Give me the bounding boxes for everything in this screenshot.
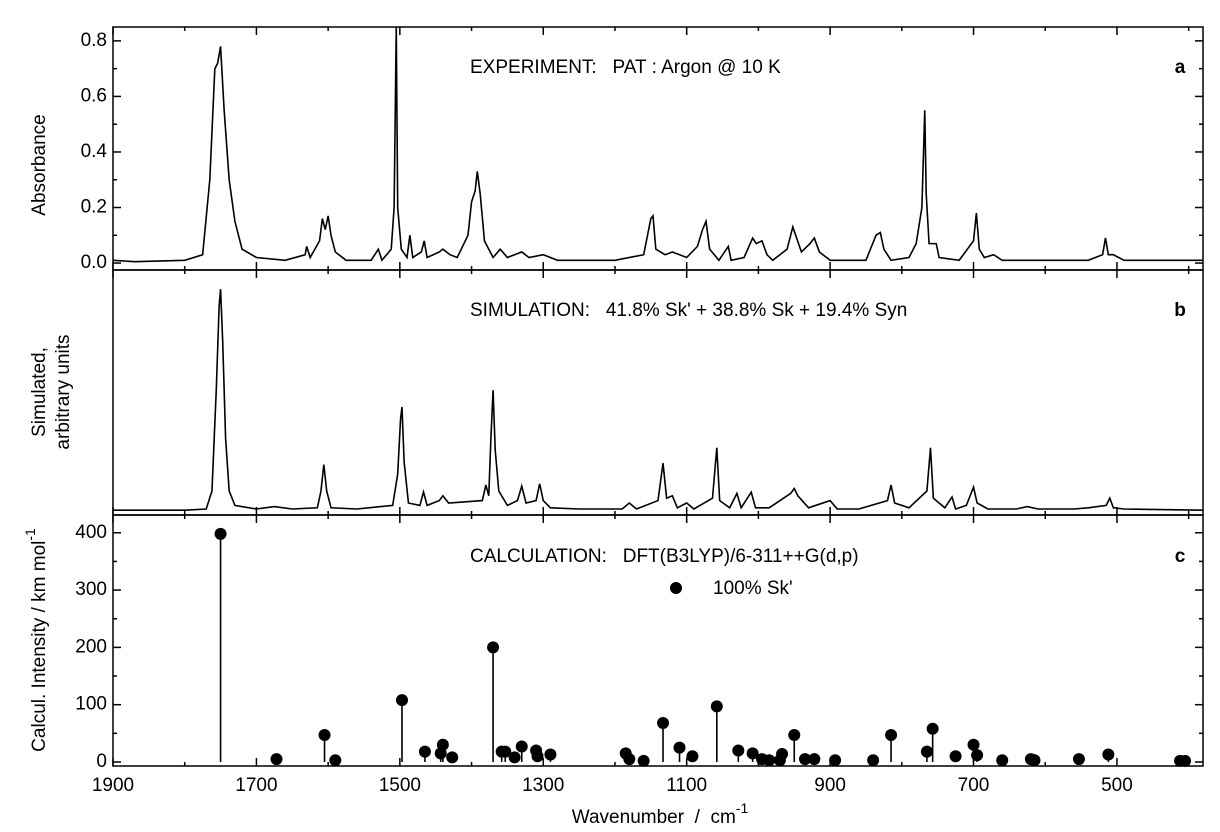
stem-marker (920, 745, 933, 758)
y-tick-label: 0.4 (81, 141, 108, 162)
legend-label: 100% Sk' (713, 578, 793, 599)
panel-frame (112, 514, 1204, 767)
stem-marker (270, 753, 283, 766)
stem-marker (515, 740, 528, 753)
legend-marker (670, 582, 682, 594)
y-tick-label: 0.2 (81, 197, 107, 218)
stem-marker (487, 641, 500, 654)
panel-title: SIMULATION: 41.8% Sk' + 38.8% Sk + 19.4%… (470, 300, 907, 321)
stem-marker (926, 722, 939, 735)
stem-marker (329, 754, 342, 767)
stem-marker (1072, 753, 1085, 766)
stem-marker (788, 729, 801, 742)
stem-marker (436, 738, 449, 751)
panel-label: b (1174, 300, 1186, 321)
stem-marker (623, 753, 636, 766)
stem-marker (949, 750, 962, 763)
y-axis-label-text: Calcul. Intensity / km mol (29, 541, 50, 752)
stem-marker (867, 754, 880, 767)
panel-title: EXPERIMENT: PAT : Argon @ 10 K (470, 57, 781, 78)
y-axis-label: Calcul. Intensity / km mol-1 (22, 528, 50, 752)
x-tick-label: 700 (958, 775, 990, 796)
stem-marker (763, 754, 776, 767)
stem-marker (971, 749, 984, 762)
x-axis-label-text: Wavenumber / cm (572, 807, 736, 828)
x-tick-label: 1300 (522, 775, 564, 796)
spectrum-line (113, 27, 1203, 263)
stem-marker (967, 738, 980, 751)
y-tick-label: 0 (96, 751, 107, 772)
stem-marker (996, 754, 1009, 767)
panel-label: a (1175, 57, 1186, 78)
x-tick-label: 1900 (92, 775, 134, 796)
stem-marker (829, 754, 842, 767)
stem-marker (1179, 754, 1192, 767)
stem-marker (885, 729, 898, 742)
x-axis-label: Wavenumber / cm-1 (572, 800, 749, 828)
stem-marker (1102, 748, 1115, 761)
x-tick-label: 500 (1101, 775, 1133, 796)
y-tick-label: 100 (75, 694, 107, 715)
stem-marker (686, 750, 699, 763)
stem-marker (214, 527, 227, 540)
y-axis-label-sup: -1 (22, 528, 38, 541)
y-tick-label: 400 (75, 522, 107, 543)
y-axis-label: arbitrary units (53, 334, 74, 449)
stem-marker (673, 741, 686, 754)
stem-marker (395, 694, 408, 707)
spectrum-line (113, 289, 1203, 511)
stem-marker (499, 745, 512, 758)
panel-title: CALCULATION: DFT(B3LYP)/6-311++G(d,p) (470, 546, 859, 567)
y-tick-label: 0.6 (81, 85, 107, 106)
stem-marker (808, 753, 821, 766)
stem-marker (799, 753, 812, 766)
stem-marker (508, 751, 521, 764)
stem-marker (657, 717, 670, 730)
stem-marker (544, 748, 557, 761)
x-tick-label: 900 (814, 775, 846, 796)
x-tick-label: 1100 (666, 775, 707, 796)
stem-marker (531, 750, 544, 763)
stem-marker (732, 744, 745, 757)
y-tick-label: 200 (75, 636, 107, 657)
stem-marker (746, 747, 759, 760)
stem-marker (637, 754, 650, 767)
stem-marker (418, 745, 431, 758)
stem-marker (710, 700, 723, 713)
stem-marker (776, 747, 789, 760)
y-tick-label: 0.8 (81, 30, 107, 51)
x-axis-label-sup: -1 (736, 800, 749, 816)
stem-marker (446, 751, 459, 764)
y-axis-label: Simulated, (29, 347, 50, 437)
y-tick-label: 0.0 (81, 252, 107, 273)
x-tick-label: 1700 (235, 775, 277, 796)
y-tick-label: 300 (75, 579, 107, 600)
stem-marker (1028, 754, 1041, 767)
y-axis-label: Absorbance (29, 114, 50, 215)
x-tick-label: 1500 (379, 775, 421, 796)
stem-marker (318, 729, 331, 742)
panel-label: c (1175, 546, 1186, 567)
